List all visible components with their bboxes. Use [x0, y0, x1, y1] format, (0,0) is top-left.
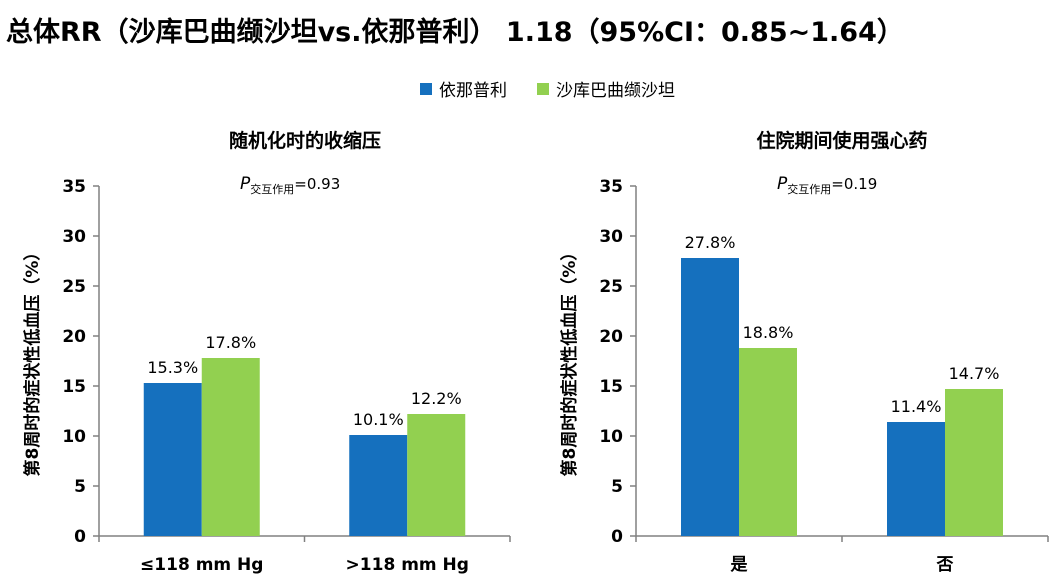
chart-title: 随机化时的收缩压 [229, 129, 381, 152]
bar-enalapril [143, 383, 202, 536]
p-interaction-note: P交互作用=0.93 [240, 174, 340, 196]
bar-enalapril [681, 258, 739, 536]
y-axis-label: 第8周时的症状性低血压（%） [559, 244, 580, 477]
y-tick-label: 5 [611, 477, 623, 497]
y-tick-label: 25 [62, 277, 86, 297]
bar-enalapril [349, 435, 408, 536]
legend-swatch-enalapril [420, 82, 432, 95]
y-tick-label: 30 [599, 227, 623, 247]
legend-label-enalapril: 依那普利 [439, 81, 507, 101]
x-tick-label: >118 mm Hg [346, 555, 469, 575]
x-tick-label: 是 [731, 555, 748, 575]
y-tick-label: 35 [599, 177, 623, 197]
bar-enalapril [887, 422, 945, 536]
data-label: 14.7% [949, 364, 1000, 383]
legend: 依那普利 沙库巴曲缬沙坦 [420, 76, 705, 101]
y-tick-label: 0 [74, 527, 86, 547]
y-tick-label: 15 [62, 377, 86, 397]
legend-item-sacubitril-valsartan: 沙库巴曲缬沙坦 [537, 76, 675, 101]
page-title: 总体RR（沙库巴曲缬沙坦vs.依那普利） 1.18（95%CI：0.85~1.6… [6, 17, 904, 48]
y-tick-label: 5 [74, 477, 86, 497]
bar-sacubitril-valsartan [739, 348, 797, 536]
bar-sacubitril-valsartan [945, 389, 1003, 536]
data-label: 10.1% [353, 410, 404, 429]
y-tick-label: 35 [62, 177, 86, 197]
legend-label-sacubitril-valsartan: 沙库巴曲缬沙坦 [556, 81, 675, 101]
y-tick-label: 10 [62, 427, 86, 447]
y-tick-label: 20 [599, 327, 623, 347]
data-label: 15.3% [147, 358, 198, 377]
data-label: 12.2% [411, 389, 462, 408]
bar-sacubitril-valsartan [407, 414, 466, 536]
legend-swatch-sacubitril-valsartan [537, 82, 549, 95]
p-interaction-note: P交互作用=0.19 [777, 174, 877, 196]
x-tick-label: ≤118 mm Hg [140, 555, 263, 575]
y-tick-label: 15 [599, 377, 623, 397]
y-axis-label: 第8周时的症状性低血压（%） [22, 244, 43, 477]
y-tick-label: 20 [62, 327, 86, 347]
data-label: 27.8% [685, 233, 736, 252]
data-label: 11.4% [891, 397, 942, 416]
chart-title: 住院期间使用强心药 [756, 129, 927, 152]
y-tick-label: 0 [611, 527, 623, 547]
y-tick-label: 10 [599, 427, 623, 447]
data-label: 17.8% [205, 333, 256, 352]
bar-sacubitril-valsartan [201, 358, 260, 536]
legend-item-enalapril: 依那普利 [420, 76, 507, 101]
y-tick-label: 30 [62, 227, 86, 247]
y-tick-label: 25 [599, 277, 623, 297]
x-tick-label: 否 [936, 555, 954, 575]
data-label: 18.8% [743, 323, 794, 342]
